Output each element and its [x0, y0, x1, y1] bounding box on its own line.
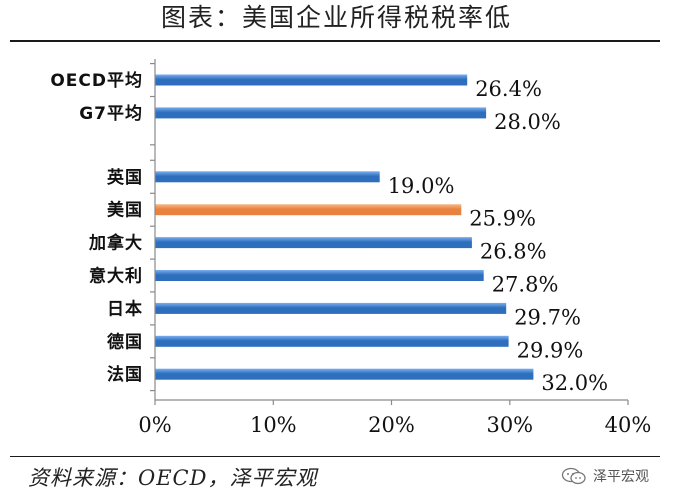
x-tick-label: 10% [250, 413, 297, 437]
data-label: 32.0% [541, 371, 608, 395]
bar-德国 [155, 335, 509, 347]
category-label: 意大利 [89, 266, 143, 287]
x-tick-label: 40% [605, 413, 652, 437]
data-label: 26.8% [480, 240, 547, 264]
x-tick-label: 30% [486, 413, 533, 437]
data-label: 26.4% [475, 77, 542, 101]
chart-title: 图表：美国企业所得税税率低 [160, 3, 512, 32]
bar-法国 [155, 368, 534, 380]
data-label: 28.0% [494, 110, 561, 134]
data-label: 29.9% [517, 338, 584, 362]
bar-G7平均 [155, 107, 487, 119]
category-label: 日本 [107, 298, 143, 319]
source-divider [10, 456, 660, 457]
x-tick-label: 20% [368, 413, 415, 437]
watermark: 泽平宏观 [561, 466, 649, 486]
bar-美国 [155, 204, 462, 216]
data-label: 19.0% [388, 174, 455, 198]
category-label: 加拿大 [88, 233, 143, 254]
category-label: 法国 [107, 364, 143, 385]
category-label: 德国 [107, 331, 143, 352]
data-label: 27.8% [492, 273, 559, 297]
data-label: 29.7% [514, 305, 581, 329]
title-divider [10, 40, 660, 42]
category-label: 美国 [107, 200, 143, 221]
bar-英国 [155, 171, 380, 183]
data-label: 25.9% [469, 207, 536, 231]
x-tick-label: 0% [138, 413, 171, 437]
category-label: OECD平均 [50, 70, 143, 91]
source-note: 资料来源：OECD，泽平宏观 [28, 466, 318, 490]
bar-chart: OECD平均 26.4% G7平均 28.0% 英国 19.0% 美国 25.9% 加拿大 26.… [50, 59, 652, 437]
bar-加拿大 [155, 237, 472, 249]
bar-日本 [155, 302, 507, 314]
watermark-text: 泽平宏观 [593, 469, 649, 485]
category-label: 英国 [107, 167, 143, 188]
bar-意大利 [155, 270, 484, 281]
wechat-icon [561, 467, 586, 485]
bar-OECD平均 [155, 74, 468, 86]
category-label: G7平均 [79, 103, 143, 124]
